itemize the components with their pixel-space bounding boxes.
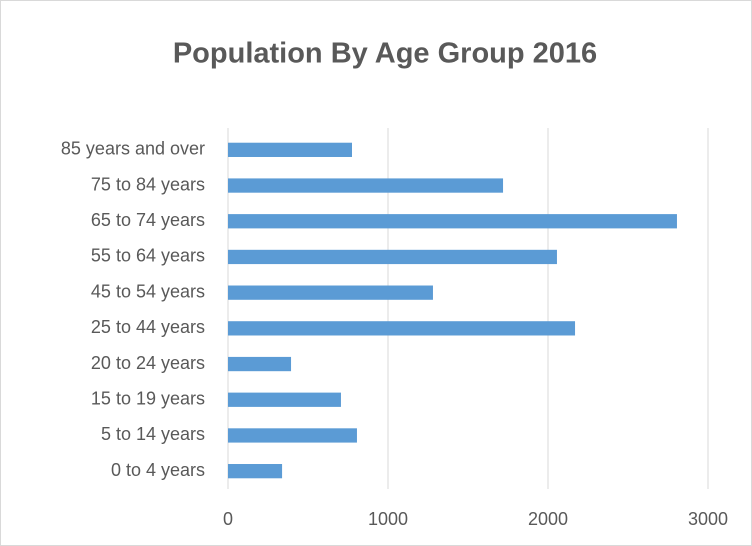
- bar: [228, 249, 557, 265]
- y-tick-label: 5 to 14 years: [101, 424, 205, 444]
- bar: [228, 285, 433, 300]
- x-tick-label: 0: [223, 509, 233, 529]
- bar: [228, 321, 576, 336]
- y-tick-label: 25 to 44 years: [91, 317, 205, 337]
- y-tick-label: 0 to 4 years: [111, 460, 205, 480]
- y-tick-label: 85 years and over: [61, 139, 205, 159]
- x-tick-label: 2000: [528, 509, 568, 529]
- bar: [228, 214, 677, 229]
- bar: [228, 356, 292, 372]
- y-tick-label: 65 to 74 years: [91, 210, 205, 230]
- bar: [228, 178, 504, 193]
- bar: [228, 392, 341, 407]
- bar: [228, 428, 357, 443]
- x-tick-label: 1000: [368, 509, 408, 529]
- bar: [228, 142, 352, 157]
- x-tick-label: 3000: [688, 509, 728, 529]
- bar: [228, 464, 283, 479]
- chart-title: Population By Age Group 2016: [173, 38, 597, 70]
- y-tick-label: 75 to 84 years: [91, 174, 205, 194]
- y-tick-label: 45 to 54 years: [91, 281, 205, 301]
- y-tick-label: 20 to 24 years: [91, 353, 205, 373]
- y-tick-label: 55 to 64 years: [91, 246, 205, 266]
- y-tick-label: 15 to 19 years: [91, 389, 205, 409]
